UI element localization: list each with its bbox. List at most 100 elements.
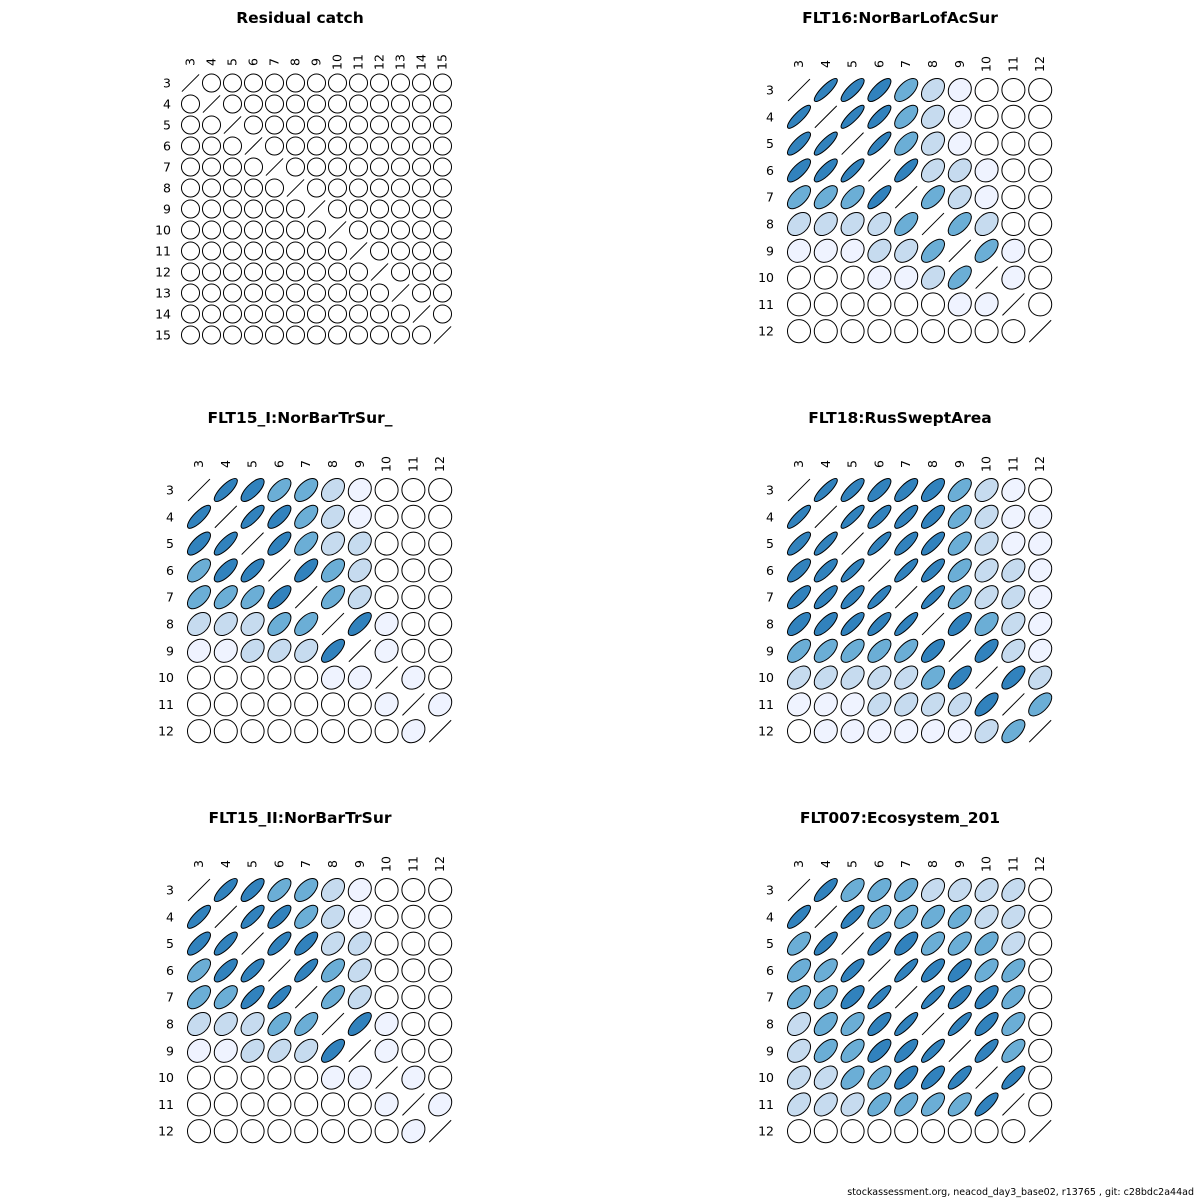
correlation-ellipse [374,558,399,583]
correlation-ellipse [840,1119,865,1144]
correlation-ellipse [374,719,399,744]
correlation-ellipse [432,241,453,261]
correlation-ellipse [401,585,426,610]
correlation-ellipse [401,931,426,956]
correlation-ellipse [894,719,919,744]
correlation-ellipse [947,504,972,529]
row-label: 6 [766,163,774,178]
correlation-ellipse [947,611,972,637]
correlation-ellipse [186,504,212,529]
correlation-ellipse [974,638,999,663]
correlation-ellipse [428,638,453,663]
correlation-ellipse [243,262,264,282]
correlation-ellipse [240,585,265,610]
column-label: 5 [845,860,860,868]
correlation-ellipse [1001,319,1026,344]
correlation-ellipse [867,211,892,237]
correlation-ellipse [213,638,238,663]
correlation-ellipse [947,211,972,237]
correlation-ellipse [428,558,453,583]
correlation-ellipse [947,958,972,983]
correlation-ellipse [243,199,264,219]
correlation-ellipse [374,692,399,717]
correlation-ellipse [213,1119,238,1144]
column-label: 10 [379,456,394,472]
correlation-ellipse [267,1092,292,1117]
correlation-ellipse [320,958,346,983]
correlation-ellipse [867,692,892,717]
correlation-ellipse [186,719,212,744]
correlation-ellipse [840,77,865,103]
correlation-ellipse [947,131,972,156]
column-label: 6 [871,60,886,68]
correlation-ellipse [180,325,201,345]
correlation-ellipse [1028,104,1053,129]
correlation-ellipse [180,136,201,156]
correlation-ellipse [1028,692,1053,717]
correlation-ellipse [243,241,264,261]
column-label: 12 [432,456,447,472]
correlation-ellipse [369,115,390,135]
correlation-ellipse [1001,77,1026,103]
correlation-ellipse [920,131,946,156]
correlation-ellipse [786,504,812,529]
correlation-ellipse [243,157,264,177]
correlation-ellipse [327,199,348,219]
correlation-ellipse [320,665,346,690]
column-label: 10 [979,56,994,72]
correlation-ellipse [327,136,348,156]
row-label: 7 [766,190,774,205]
correlation-ellipse [974,719,999,744]
correlation-ellipse [974,985,999,1010]
correlation-ellipse [348,73,369,93]
correlation-ellipse [186,1119,212,1144]
correlation-ellipse [894,931,919,956]
correlation-ellipse [920,638,946,663]
correlation-ellipse [390,157,411,177]
correlation-ellipse [240,958,265,983]
correlation-ellipse [213,1038,238,1063]
correlation-ellipse [813,185,838,210]
correlation-ellipse [786,185,812,210]
correlation-ellipse [348,178,369,198]
correlation-ellipse [267,477,292,503]
correlation-ellipse [267,665,292,690]
correlation-ellipse [786,985,812,1010]
correlation-ellipse [920,104,946,129]
column-label: 6 [271,860,286,868]
diagonal-mark [370,263,389,281]
correlation-ellipse [267,585,292,610]
correlation-ellipse [401,1011,426,1037]
correlation-ellipse [786,719,812,744]
correlation-ellipse [786,958,812,983]
correlation-ellipse [306,241,327,261]
correlation-ellipse [920,558,946,583]
column-label: 11 [1005,456,1020,472]
correlation-ellipse [306,136,327,156]
correlation-ellipse [374,1119,399,1144]
correlation-ellipse [867,904,892,929]
correlation-ellipse [894,904,919,929]
correlation-ellipse [401,719,426,744]
correlation-ellipse [947,904,972,929]
correlation-ellipse [947,985,972,1010]
correlation-ellipse [411,73,432,93]
correlation-ellipse [180,283,201,303]
correlation-ellipse [285,283,306,303]
correlation-ellipse [813,719,838,744]
diagonal-mark [223,116,242,134]
column-label: 13 [393,54,408,70]
correlation-ellipse [813,531,838,556]
correlation-ellipse [920,692,946,717]
correlation-ellipse [294,558,319,583]
diagonal-mark [375,1066,398,1089]
correlation-ellipse [974,185,999,210]
correlation-ellipse [369,220,390,240]
correlation-ellipse [428,585,453,610]
correlation-ellipse [347,931,372,956]
correlation-ellipse [267,904,292,929]
diagonal-mark [349,242,368,260]
correlation-ellipse [213,531,238,556]
column-label: 9 [952,60,967,68]
correlation-ellipse [240,877,265,903]
